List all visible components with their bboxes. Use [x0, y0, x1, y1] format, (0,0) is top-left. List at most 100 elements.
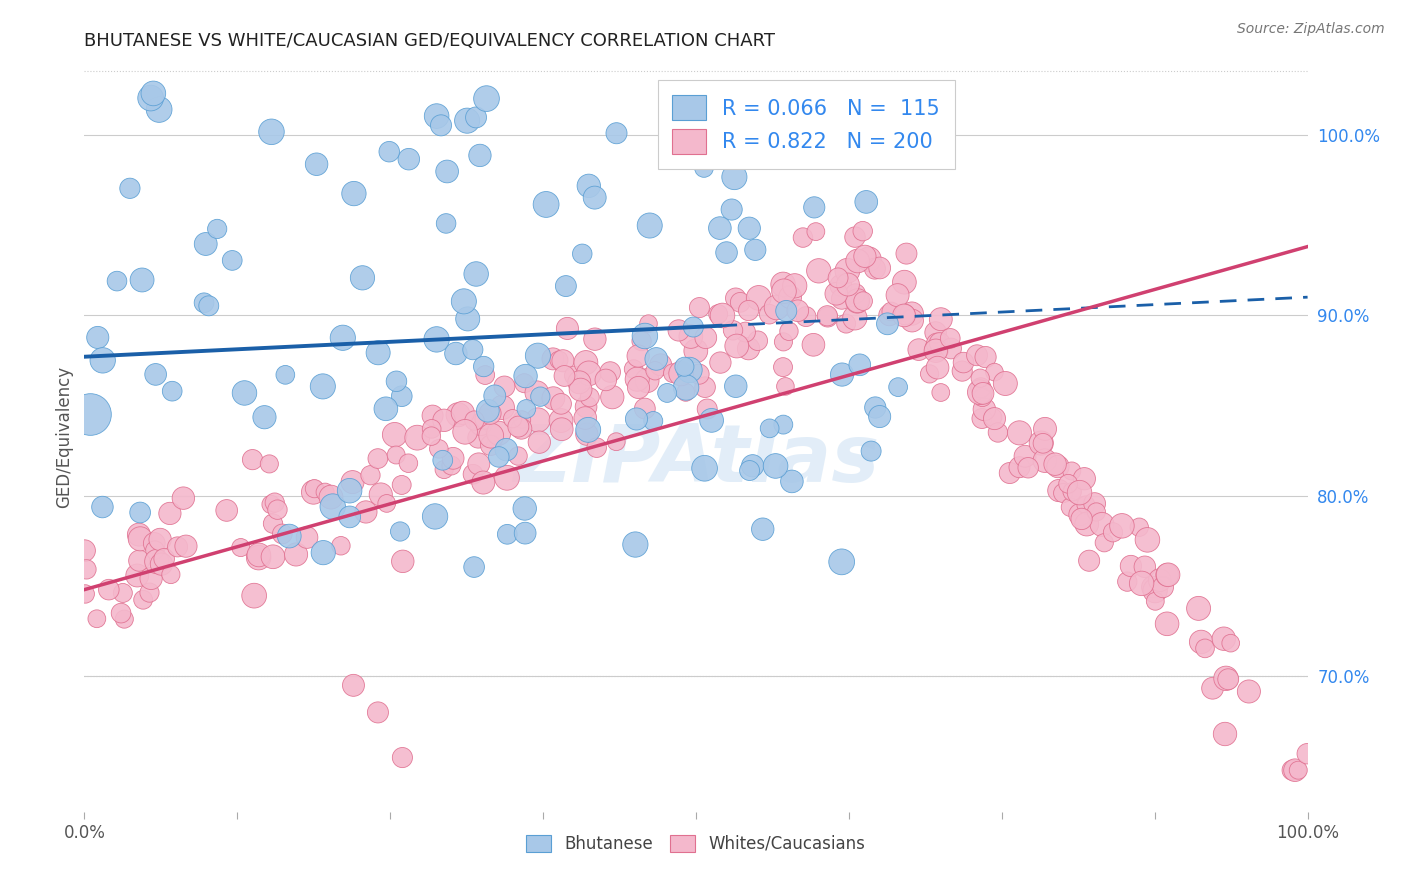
Point	[644, 364, 666, 378]
Text: Source: ZipAtlas.com: Source: ZipAtlas.com	[1237, 22, 1385, 37]
Point	[578, 178, 600, 193]
Point	[772, 334, 794, 349]
Point	[153, 551, 176, 566]
Point	[1052, 486, 1074, 500]
Point	[741, 458, 763, 473]
Point	[159, 507, 181, 521]
Point	[474, 412, 496, 426]
Point	[973, 402, 995, 417]
Point	[707, 307, 730, 321]
Point	[1059, 500, 1081, 515]
Point	[127, 568, 149, 582]
Point	[554, 279, 576, 293]
Point	[143, 543, 166, 558]
Point	[744, 243, 766, 257]
Point	[1060, 464, 1083, 478]
Point	[927, 337, 949, 351]
Point	[773, 284, 796, 298]
Point	[844, 310, 866, 325]
Point	[817, 310, 839, 325]
Point	[853, 249, 876, 263]
Point	[551, 353, 574, 368]
Point	[91, 353, 114, 368]
Point	[391, 554, 413, 568]
Point	[747, 334, 769, 348]
Point	[578, 367, 600, 381]
Point	[342, 475, 364, 489]
Point	[160, 384, 183, 399]
Point	[271, 527, 294, 541]
Point	[160, 567, 183, 582]
Point	[128, 527, 150, 541]
Point	[939, 331, 962, 345]
Point	[352, 270, 374, 285]
Point	[678, 363, 700, 377]
Point	[1133, 559, 1156, 574]
Point	[1091, 517, 1114, 532]
Point	[1212, 632, 1234, 646]
Point	[491, 401, 513, 415]
Point	[983, 411, 1005, 425]
Point	[339, 483, 361, 498]
Point	[1008, 425, 1031, 440]
Point	[994, 376, 1017, 391]
Point	[925, 342, 948, 356]
Point	[583, 191, 606, 205]
Point	[623, 362, 645, 376]
Point	[1046, 459, 1069, 474]
Point	[367, 706, 389, 720]
Point	[887, 380, 910, 394]
Point	[484, 389, 506, 403]
Point	[329, 539, 352, 553]
Point	[215, 503, 238, 517]
Point	[472, 475, 495, 490]
Point	[86, 612, 108, 626]
Point	[852, 224, 875, 238]
Point	[675, 380, 697, 394]
Point	[969, 371, 991, 385]
Point	[496, 527, 519, 541]
Point	[970, 411, 993, 425]
Point	[105, 274, 128, 288]
Point	[831, 292, 853, 306]
Point	[322, 500, 344, 514]
Point	[73, 543, 96, 558]
Point	[1142, 580, 1164, 594]
Point	[378, 145, 401, 159]
Point	[779, 290, 801, 304]
Point	[1281, 763, 1303, 777]
Point	[436, 164, 458, 178]
Point	[138, 585, 160, 599]
Point	[129, 506, 152, 520]
Point	[343, 186, 366, 201]
Point	[465, 111, 488, 125]
Point	[574, 411, 596, 425]
Point	[983, 365, 1005, 379]
Point	[477, 403, 499, 417]
Point	[966, 348, 988, 362]
Point	[894, 308, 917, 322]
Point	[738, 463, 761, 477]
Point	[765, 301, 787, 315]
Point	[118, 181, 141, 195]
Point	[846, 293, 869, 308]
Point	[792, 230, 814, 244]
Point	[627, 349, 650, 363]
Point	[685, 343, 707, 358]
Point	[1286, 763, 1309, 777]
Point	[148, 103, 170, 117]
Point	[700, 413, 723, 427]
Point	[506, 449, 529, 463]
Point	[1201, 681, 1223, 696]
Point	[1284, 763, 1306, 777]
Point	[900, 307, 922, 321]
Point	[569, 383, 592, 397]
Point	[896, 246, 918, 260]
Point	[312, 379, 335, 393]
Point	[332, 331, 354, 345]
Point	[679, 329, 702, 343]
Point	[682, 320, 704, 334]
Point	[132, 592, 155, 607]
Point	[367, 345, 389, 359]
Point	[463, 413, 485, 427]
